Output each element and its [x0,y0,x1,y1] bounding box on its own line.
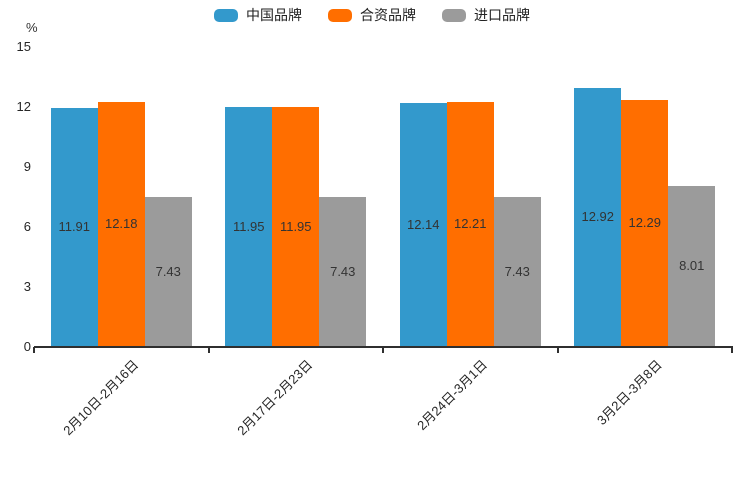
x-axis-tick-mark [556,347,559,353]
bar-series0-group1[interactable] [225,107,273,346]
legend-swatch-icon [214,9,238,22]
bar-series2-group3[interactable] [668,185,716,346]
bar-series2-group1[interactable] [319,197,367,346]
legend-label: 中国品牌 [246,7,302,23]
x-axis-tick-mark [382,347,384,353]
bar-series0-group2[interactable] [399,103,447,346]
legend-swatch-icon [442,9,466,22]
legend-swatch-icon [328,9,352,22]
bar-series0-group0[interactable] [50,107,98,346]
x-axis-tick-mark [731,347,733,353]
x-tick-label: 2月24日-3月1日 [413,357,490,434]
bar-series2-group2[interactable] [493,197,541,346]
legend-item-2[interactable]: 进口品牌 [442,8,530,23]
bar-series1-group2[interactable] [446,101,494,346]
y-tick-label: 3 [23,279,31,294]
x-tick-label: 2月17日-2月23日 [234,357,316,439]
y-tick-label: 9 [23,159,31,174]
x-axis-tick-mark [33,347,35,353]
y-axis-unit-label: % [26,20,38,35]
legend-item-0[interactable]: 中国品牌 [214,8,302,23]
bar-series0-group3[interactable] [574,87,622,346]
x-axis-tick-mark [207,347,210,353]
y-tick-label: 15 [16,39,31,54]
x-tick-label: 3月2日-3月8日 [593,357,665,428]
legend-label: 进口品牌 [474,7,530,23]
bar-series1-group1[interactable] [272,107,320,346]
legend-item-1[interactable]: 合资品牌 [328,8,416,23]
legend-label: 合资品牌 [360,7,416,23]
legend: 中国品牌 合资品牌 进口品牌 [0,8,744,23]
bar-series1-group3[interactable] [621,100,669,346]
y-tick-label: 0 [23,339,31,354]
y-tick-label: 6 [23,219,31,234]
y-tick-label: 12 [16,99,31,114]
x-tick-label: 2月10日-2月16日 [59,357,141,439]
bar-series2-group0[interactable] [144,197,192,346]
bar-series1-group0[interactable] [97,102,145,346]
